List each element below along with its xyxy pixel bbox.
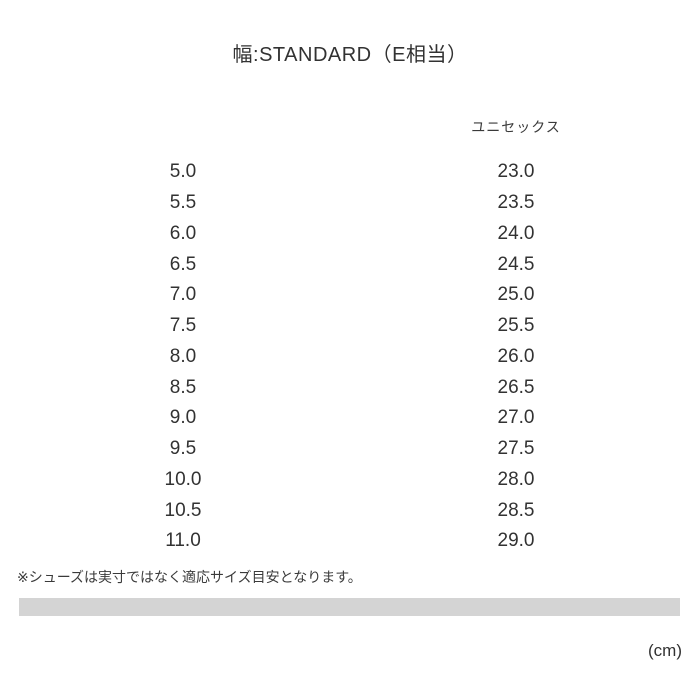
us-size-cell: 8.5 (169, 376, 197, 398)
cm-size-cell: 27.5 (497, 438, 535, 460)
header-size-cell (0, 117, 366, 137)
cm-size-cell: 26.5 (497, 376, 535, 398)
us-size-cell: 10.0 (164, 468, 202, 490)
cm-size-cell: 26.0 (497, 345, 535, 367)
table-row: 8.0 26.0 (0, 342, 700, 373)
table-row: 11.0 29.0 (0, 526, 700, 557)
table-row: 7.5 25.5 (0, 311, 700, 342)
cm-size-cell: 25.0 (497, 284, 535, 306)
disclaimer-note: ※シューズは実寸ではなく適応サイズ目安となります。 (17, 569, 362, 585)
page-title: 幅:STANDARD（E相当） (232, 44, 468, 66)
divider-bar (19, 598, 680, 616)
cm-size-cell: 29.0 (497, 530, 535, 552)
us-size-cell: 5.0 (169, 161, 197, 183)
us-size-cell: 7.5 (169, 315, 197, 337)
table-row: 10.5 28.5 (0, 495, 700, 526)
us-size-cell: 5.5 (169, 192, 197, 214)
us-size-cell: 9.0 (169, 407, 197, 429)
table-row: 5.5 23.5 (0, 188, 700, 219)
table-row: 6.5 24.5 (0, 249, 700, 280)
us-size-cell: 10.5 (164, 499, 202, 521)
cm-size-cell: 24.0 (497, 222, 535, 244)
us-size-cell: 8.0 (169, 345, 197, 367)
us-size-cell: 6.5 (169, 253, 197, 275)
header-unisex-cell: ユニセックス (471, 119, 561, 135)
size-table-body: 5.0 23.0 5.5 23.5 6.0 24.0 6.5 24.5 7.0 25.0 7.5 25… (0, 157, 700, 557)
cm-size-cell: 28.0 (497, 468, 535, 490)
table-row: 5.0 23.0 (0, 157, 700, 188)
table-row: 10.0 28.0 (0, 465, 700, 496)
table-row: 9.0 27.0 (0, 403, 700, 434)
us-size-cell: 6.0 (169, 222, 197, 244)
table-row: 8.5 26.5 (0, 372, 700, 403)
table-row: 6.0 24.0 (0, 219, 700, 250)
cm-size-cell: 25.5 (497, 315, 535, 337)
table-header-row: ユニセックス (0, 117, 700, 137)
cm-size-cell: 28.5 (497, 499, 535, 521)
cm-size-cell: 24.5 (497, 253, 535, 275)
table-row: 9.5 27.5 (0, 434, 700, 465)
table-row: 7.0 25.0 (0, 280, 700, 311)
cm-size-cell: 23.0 (497, 161, 535, 183)
cm-size-cell: 27.0 (497, 407, 535, 429)
unit-label: (cm) (648, 641, 682, 660)
us-size-cell: 9.5 (169, 438, 197, 460)
cm-size-cell: 23.5 (497, 192, 535, 214)
us-size-cell: 7.0 (169, 284, 197, 306)
us-size-cell: 11.0 (165, 530, 201, 552)
